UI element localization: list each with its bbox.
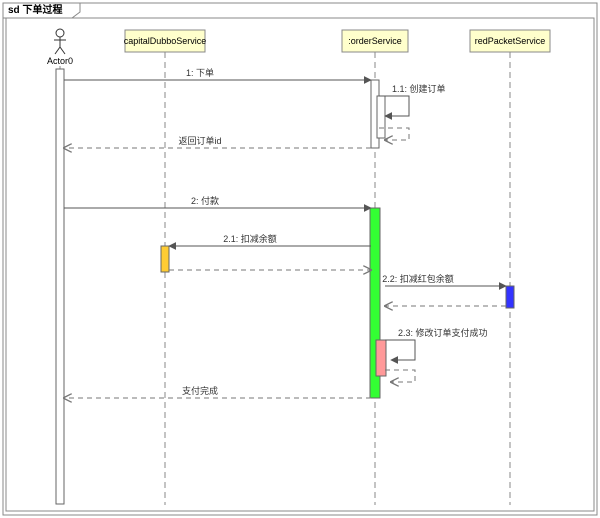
- activation-act-redpkt: [506, 286, 514, 308]
- activation-act-actor-main: [56, 69, 64, 504]
- actor-label: Actor0: [47, 56, 73, 66]
- message-label-m1.1: 1.1: 创建订单: [392, 83, 446, 94]
- diagram-inner-border: [6, 18, 594, 511]
- capital-label: capitalDubboService: [124, 36, 207, 46]
- lifeline-box-capital: capitalDubboService: [124, 30, 207, 52]
- message-label-m2.2: 2.2: 扣减红包余额: [382, 273, 454, 284]
- message-label-m2.1: 2.1: 扣减余额: [223, 233, 277, 244]
- message-label-m1: 1: 下单: [186, 67, 214, 78]
- message-label-m2: 2: 付款: [191, 195, 219, 206]
- redpkt-label: redPacketService: [475, 36, 546, 46]
- lifeline-box-redpkt: redPacketService: [470, 30, 550, 52]
- activation-act-order-1a: [377, 96, 385, 138]
- sequence-diagram: sd 下单过程 Actor0 capitalDubboService :orde…: [0, 0, 600, 518]
- activation-act-order-self: [376, 340, 386, 376]
- activation-act-capital: [161, 246, 169, 272]
- message-label-r1: 返回订单id: [178, 135, 221, 146]
- order-label: :orderService: [348, 36, 402, 46]
- message-label-r2: 支付完成: [182, 385, 218, 396]
- message-label-m2.3: 2.3: 修改订单支付成功: [398, 327, 488, 338]
- lifeline-box-order: :orderService: [342, 30, 408, 52]
- frame-title: sd 下单过程: [8, 3, 62, 16]
